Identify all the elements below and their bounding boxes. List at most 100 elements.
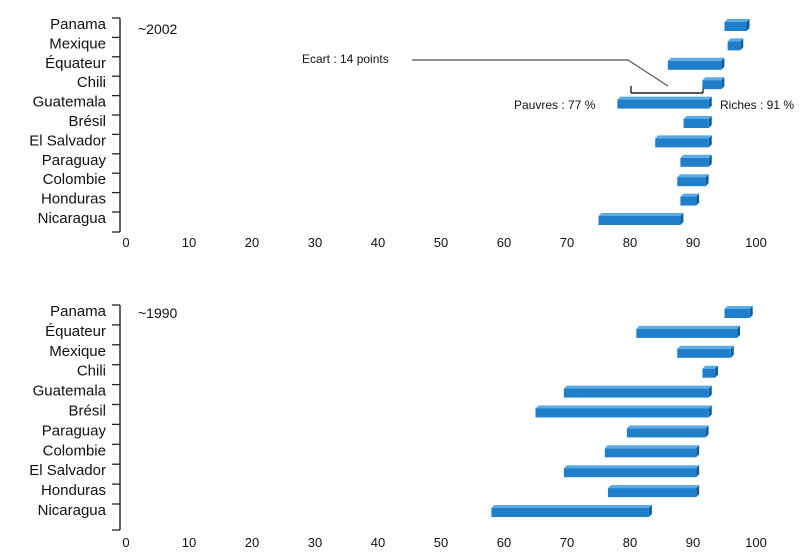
bar	[563, 388, 709, 398]
bar-top-face	[655, 135, 712, 139]
bar	[636, 328, 738, 338]
bar	[491, 508, 649, 517]
chart-panel-2002: ~2002 Ecart : 14 points Pauvres : 77 % R…	[29, 16, 794, 250]
x-tick-label: 0	[122, 235, 129, 250]
x-tick-label: 70	[560, 535, 574, 550]
bar-top-face	[724, 306, 753, 309]
category-label: Mexique	[49, 35, 106, 52]
period-label-1990: ~1990	[138, 305, 178, 321]
bar-side-face	[708, 154, 712, 167]
category-label: El Salvador	[29, 132, 106, 149]
category-label: Équateur	[45, 55, 106, 72]
bar-side-face	[648, 505, 652, 517]
x-tick-label: 90	[686, 235, 700, 250]
bar-side-face	[708, 135, 712, 148]
bar-side-face	[696, 485, 700, 498]
bar-side-face	[737, 325, 741, 338]
bar-top-face	[617, 96, 712, 100]
bar-top-face	[680, 193, 700, 197]
bar-top-face	[680, 154, 712, 158]
bar	[535, 408, 709, 418]
bar	[598, 216, 681, 225]
x-tick-label: 60	[497, 535, 511, 550]
x-tick-label: 40	[371, 235, 385, 250]
category-label: Paraguay	[42, 422, 107, 439]
x-tick-label: 30	[308, 535, 322, 550]
category-label: Équateur	[45, 323, 106, 340]
bar	[702, 80, 722, 90]
x-tick-label: 30	[308, 235, 322, 250]
bar	[617, 99, 709, 109]
bar	[680, 157, 709, 167]
gap-annotation: Ecart : 14 points Pauvres : 77 % Riches …	[302, 52, 794, 112]
category-label: Chili	[77, 74, 106, 91]
category-label: Chili	[77, 363, 106, 380]
category-label: Panama	[50, 303, 107, 320]
bar	[683, 119, 709, 128]
bar	[724, 22, 747, 31]
bar-top-face	[535, 405, 712, 409]
x-tick-label: 20	[245, 535, 259, 550]
rich-annotation-label: Riches : 91 %	[720, 98, 794, 112]
x-tick-label: 40	[371, 535, 385, 550]
chart-panel-1990: ~1990 Panama Équateur Mexique Chili Guatemal…	[29, 303, 767, 550]
bar-side-face	[740, 38, 744, 51]
bar-top-face	[626, 425, 709, 429]
bar-top-face	[677, 345, 734, 349]
bar-top-face	[683, 116, 712, 119]
bar-side-face	[721, 57, 725, 70]
category-label: Mexique	[49, 343, 106, 360]
bar	[563, 468, 697, 478]
x-tick-label: 90	[686, 535, 700, 550]
category-label: Brésil	[68, 403, 106, 420]
x-tick-label: 10	[182, 535, 196, 550]
bar	[677, 177, 706, 187]
bar	[667, 60, 722, 70]
gap-annotation-label: Ecart : 14 points	[302, 52, 389, 66]
bar-top-face	[724, 19, 750, 22]
poor-annotation-label: Pauvres : 77 %	[514, 98, 596, 112]
bar-top-face	[598, 213, 684, 216]
bar-side-face	[715, 365, 719, 378]
bar-side-face	[705, 425, 709, 438]
x-tick-label: 100	[745, 235, 767, 250]
bar-top-face	[667, 57, 725, 61]
x-tick-label: 0	[122, 535, 129, 550]
x-tick-label: 10	[182, 235, 196, 250]
category-label: El Salvador	[29, 462, 106, 479]
bar-top-face	[604, 445, 700, 449]
bar-top-face	[702, 365, 719, 369]
x-tick-label: 80	[623, 235, 637, 250]
category-label: Nicaragua	[38, 502, 107, 519]
bar-top-face	[727, 38, 744, 42]
bar-side-face	[708, 405, 712, 418]
x-tick-label: 20	[245, 235, 259, 250]
bar-side-face	[708, 116, 712, 128]
bar-side-face	[730, 345, 734, 358]
bar-top-face	[563, 465, 700, 469]
bar	[677, 348, 731, 358]
bar-side-face	[749, 306, 753, 318]
bar-top-face	[563, 385, 712, 389]
bar	[724, 309, 750, 318]
bar-side-face	[705, 174, 709, 187]
bar-side-face	[696, 465, 700, 478]
bar-top-face	[677, 174, 709, 178]
bar	[607, 488, 697, 498]
bar	[702, 368, 716, 378]
gap-leader-line	[412, 59, 669, 87]
bar-top-face	[607, 485, 700, 489]
bar	[680, 196, 697, 206]
bar	[727, 41, 741, 51]
x-tick-label: 50	[434, 235, 448, 250]
category-label: Colombie	[43, 442, 106, 459]
x-tick-label: 60	[497, 235, 511, 250]
bar-top-face	[491, 505, 652, 508]
category-label: Guatemala	[33, 94, 107, 111]
bar-side-face	[721, 77, 725, 90]
category-label: Honduras	[41, 482, 106, 499]
category-label: Guatemala	[33, 383, 107, 400]
bar-side-face	[708, 385, 712, 398]
bar-side-face	[696, 445, 700, 458]
